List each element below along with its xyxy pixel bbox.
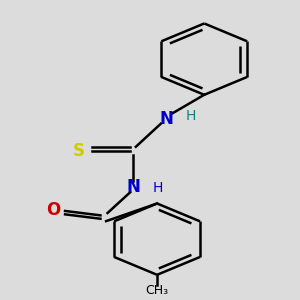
Text: N: N <box>160 110 173 128</box>
Text: CH₃: CH₃ <box>146 284 169 297</box>
Text: H: H <box>153 181 163 195</box>
Text: S: S <box>73 142 85 160</box>
Text: N: N <box>127 178 140 196</box>
Text: O: O <box>46 201 60 219</box>
Text: H: H <box>186 109 196 123</box>
